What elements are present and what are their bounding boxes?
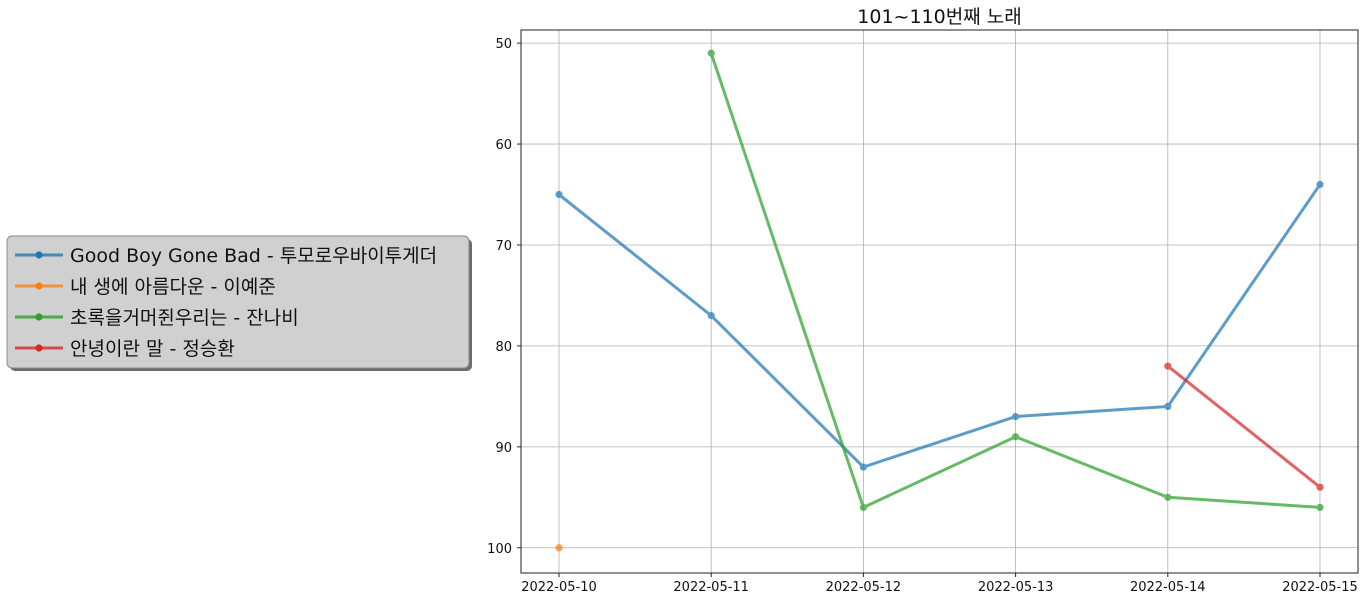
data-point xyxy=(707,49,715,57)
y-tick-label: 70 xyxy=(495,239,512,254)
x-axis: 2022-05-10 2022-05-11 2022-05-12 2022-05-13… xyxy=(521,573,1358,595)
legend-entry: 초록을거머쥔우리는 - 잔나비 xyxy=(15,307,299,329)
x-tick-label: 2022-05-13 xyxy=(978,580,1054,595)
plot-frame xyxy=(520,29,1359,574)
chart-title: 101~110번째 노래 xyxy=(857,6,1021,28)
legend-label: 내 생에 아름다운 - 이예준 xyxy=(70,276,276,298)
x-tick-label: 2022-05-11 xyxy=(673,580,749,595)
data-point xyxy=(859,463,868,471)
y-axis: 50 60 70 80 90 100 xyxy=(487,37,521,557)
y-tick-label: 60 xyxy=(495,138,512,153)
data-point xyxy=(555,544,563,552)
data-point xyxy=(1164,493,1172,501)
data-point xyxy=(555,190,563,199)
y-tick-label: 90 xyxy=(495,441,512,456)
legend-entry: 안녕이란 말 - 정승환 xyxy=(15,338,235,360)
data-point xyxy=(1316,503,1324,511)
data-point xyxy=(1164,402,1172,411)
legend-marker xyxy=(35,344,43,352)
legend-label: 안녕이란 말 - 정승환 xyxy=(70,338,235,360)
data-point xyxy=(1316,180,1324,189)
data-point xyxy=(1012,433,1020,441)
y-tick-label: 50 xyxy=(495,37,512,52)
x-tick-label: 2022-05-14 xyxy=(1130,580,1206,595)
legend-marker xyxy=(35,282,43,290)
legend-entry: 내 생에 아름다운 - 이예준 xyxy=(15,276,276,298)
data-point xyxy=(1012,412,1020,421)
series-line xyxy=(1166,364,1321,489)
data-point xyxy=(1316,483,1324,491)
x-tick-label: 2022-05-12 xyxy=(826,580,902,595)
data-point xyxy=(707,312,715,320)
legend-entry: Good Boy Gone Bad - 투모로우바이투게더 xyxy=(15,245,437,267)
legend-label: 초록을거머쥔우리는 - 잔나비 xyxy=(70,307,299,329)
series-line xyxy=(558,183,1322,469)
grid xyxy=(521,30,1358,573)
x-tick-label: 2022-05-15 xyxy=(1282,580,1358,595)
x-tick-label: 2022-05-10 xyxy=(521,580,597,595)
legend-label: Good Boy Gone Bad - 투모로우바이투게더 xyxy=(70,245,437,267)
y-tick-label: 80 xyxy=(495,340,512,355)
data-point xyxy=(1164,362,1172,370)
series-group xyxy=(555,49,1324,552)
series-1 xyxy=(555,180,1324,471)
series-3 xyxy=(707,49,1324,511)
legend-marker xyxy=(35,313,43,321)
series-2 xyxy=(555,544,563,552)
data-point xyxy=(859,503,868,511)
y-tick-label: 100 xyxy=(487,542,512,557)
legend-marker xyxy=(35,251,43,259)
legend-box xyxy=(6,235,470,369)
series-4 xyxy=(1164,362,1324,491)
